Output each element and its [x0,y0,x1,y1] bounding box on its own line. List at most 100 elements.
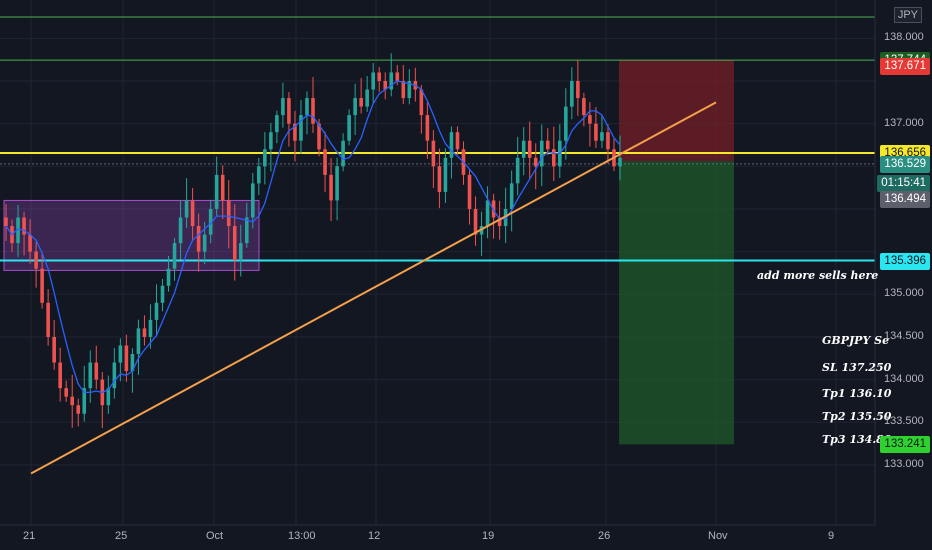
x-tick-label: 21 [23,530,36,542]
candle-body [106,388,111,406]
price-tag: 137.671 [880,58,930,76]
candle-body [208,208,213,235]
candle-body [22,217,26,235]
candle-body [28,234,32,252]
candle-body [46,302,50,337]
x-tick-label: 26 [598,530,611,542]
add-sells-annotation: add more sells here [757,269,879,282]
candle-body [136,328,141,355]
candle-body [329,174,333,201]
candle-body [437,166,442,192]
risk-reward-box [619,60,734,445]
x-tick-label: Nov [708,530,728,542]
candle-body [564,106,568,141]
candle-body [293,123,297,141]
candle-body [214,174,219,209]
candle-body [425,115,430,141]
trade-setup-title: GBPJPY Se [822,334,890,347]
candle-body [257,166,261,184]
candle-body [34,251,38,269]
candle-body [232,226,237,261]
candle-body [220,174,225,201]
candle-body [311,98,315,124]
candle-body [94,362,99,380]
x-tick-label: 19 [482,530,495,542]
candle-body [365,89,369,107]
candle-body [118,345,123,363]
candle-body [521,140,526,158]
candle-body [40,268,44,303]
candle-body [539,140,544,167]
candle-body [172,243,177,269]
candle-body [64,388,68,397]
tp3-label: Tp3 134.80 [822,433,892,446]
candle-body [407,80,412,99]
candle-body [497,217,502,227]
candle-body [178,217,183,244]
candle-body [52,336,56,363]
stop-loss-label: SL 137.250 [822,361,892,374]
candle-body [467,174,472,209]
x-tick-label: 13:00 [288,530,316,542]
currency-badge[interactable]: JPY [893,7,922,23]
candle-body [317,123,321,150]
candle-body [58,362,62,389]
candle-body [244,217,249,244]
x-tick-label: 9 [828,530,835,542]
price-tag: 136.494 [880,190,930,208]
candle-body [570,80,574,107]
trendline [30,101,717,475]
candle-body [299,115,303,141]
candle-body [160,285,165,303]
candle-body [4,217,8,227]
candle-body [166,268,171,286]
candle-body [148,319,153,337]
candle-body [323,149,327,175]
candle-body [142,328,147,337]
x-tick-label: Oct [206,530,224,542]
candle-body [533,157,538,167]
y-tick-label: 133.500 [884,415,924,428]
candle-body [341,140,345,167]
candle-body [576,80,580,99]
x-tick-label: 12 [368,530,381,542]
candle-body [551,149,556,167]
candle-body [88,362,93,389]
tp1-label: Tp1 136.10 [822,387,892,400]
horizontal-levels [0,16,875,262]
candle-body [16,217,20,244]
price-tag: 136.529 [880,155,930,173]
tp2-label: Tp2 135.50 [822,410,892,423]
candle-body [184,200,189,218]
candle-body [82,388,87,414]
candle-body [455,132,460,150]
y-tick-label: 135.000 [884,287,924,300]
candle-body [347,115,351,141]
y-tick-label: 137.000 [884,116,924,129]
candle-body [263,149,267,167]
x-tick-label: 25 [115,530,128,542]
candle-body [154,302,159,320]
candle-body [431,140,436,167]
candle-body [335,166,339,201]
price-tag: 133.241 [880,436,930,454]
candle-body [124,345,129,372]
candle-body [130,354,135,372]
candle-body [70,396,75,406]
candle-body [527,140,532,158]
y-tick-label: 133.000 [884,457,924,470]
candle-body [473,208,478,235]
candle-body [401,80,406,99]
candle-body [353,98,357,116]
candle-body [600,132,604,141]
candle-body [202,234,207,252]
candle-body [305,98,309,116]
moving-average-line [5,80,621,394]
y-tick-label: 138.000 [884,31,924,44]
candle-body [594,123,598,141]
candle-body [112,362,117,389]
candle-body [618,157,622,167]
candle-body [515,157,520,184]
price-tag: 135.396 [880,252,930,270]
